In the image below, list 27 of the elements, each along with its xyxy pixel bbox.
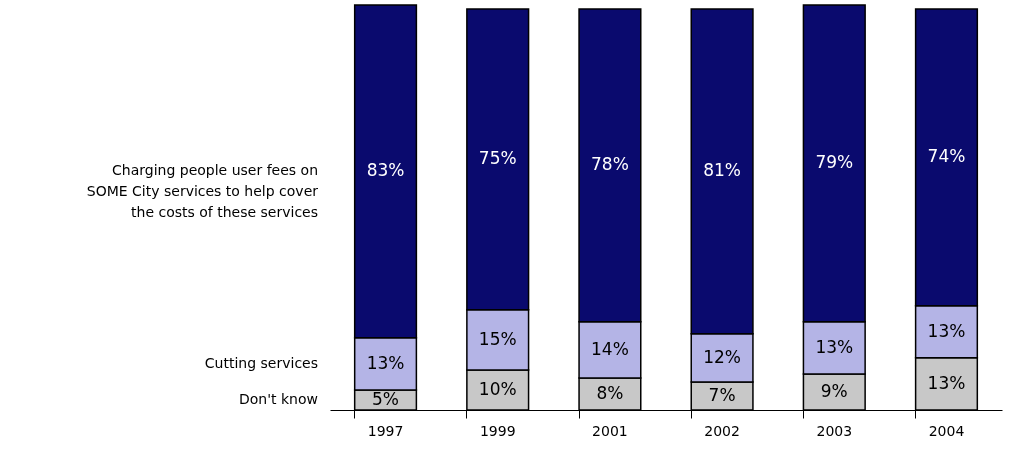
data-label: 81% xyxy=(703,160,741,181)
x-tick-label: 1999 xyxy=(479,422,516,439)
data-label: 79% xyxy=(815,152,854,173)
data-label: 10% xyxy=(478,378,517,399)
data-label: 12% xyxy=(703,346,741,367)
data-label: 13% xyxy=(927,372,966,393)
data-label: 5% xyxy=(372,388,400,409)
data-label: 74% xyxy=(927,146,966,167)
x-tick-label: 2002 xyxy=(704,422,740,439)
data-label: 78% xyxy=(591,154,629,175)
data-label: 14% xyxy=(591,338,629,359)
data-label: 9% xyxy=(820,380,848,401)
text: Cutting services xyxy=(204,354,318,371)
data-label: 13% xyxy=(366,352,405,373)
data-label: 8% xyxy=(596,382,624,403)
data-label: 83% xyxy=(366,160,405,181)
x-tick-label: 1997 xyxy=(367,422,404,439)
data-label: 13% xyxy=(815,336,854,357)
data-label: 7% xyxy=(708,384,736,405)
x-tick-label: 2004 xyxy=(928,422,965,439)
data-label: 15% xyxy=(478,328,517,349)
text: Charging people user fees on SOME City services to help cover the costs of these services xyxy=(86,162,319,221)
x-tick-label: 2001 xyxy=(592,422,628,439)
data-label: 75% xyxy=(478,148,517,169)
data-label: 13% xyxy=(927,320,966,341)
text: Don't know xyxy=(238,390,318,407)
x-tick-label: 2003 xyxy=(816,422,853,439)
